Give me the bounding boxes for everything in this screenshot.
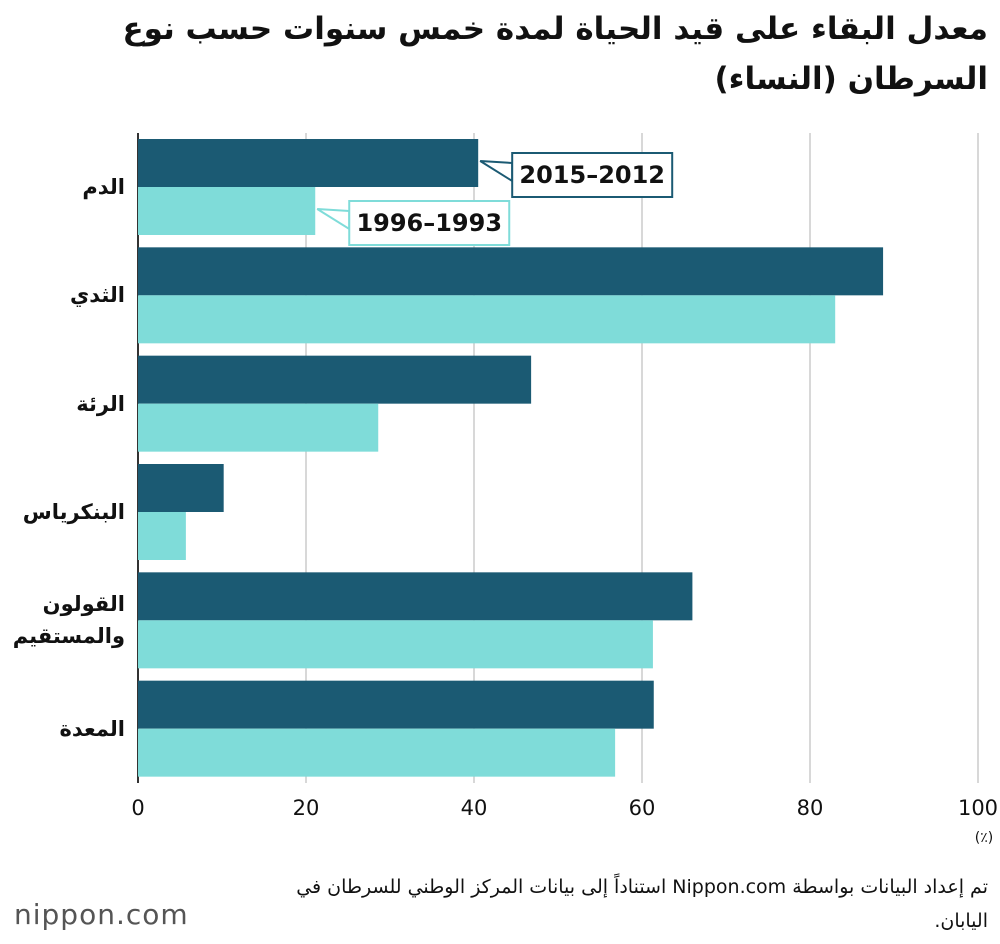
bar	[138, 247, 884, 296]
bar	[138, 403, 379, 452]
legend-label: 2015–2012	[519, 161, 665, 189]
bar	[138, 728, 616, 777]
y-tick-label: الثدي	[69, 283, 125, 308]
bar	[138, 187, 316, 235]
source-note: تم إعداد البيانات بواسطة Nippon.com استن…	[296, 876, 988, 932]
x-tick-label: 80	[797, 796, 824, 820]
legend-box	[348, 200, 511, 246]
bar	[138, 139, 479, 187]
y-tick-label: البنكرياس	[22, 500, 125, 524]
bar	[138, 572, 693, 621]
x-tick-label: 20	[293, 796, 320, 820]
legend-callout	[316, 208, 351, 231]
logo: nippon.com	[14, 898, 189, 931]
x-tick-label: 0	[131, 796, 144, 820]
y-tick-label: القولون والمستقيم	[12, 592, 125, 649]
bar	[138, 680, 654, 729]
x-tick-label: 60	[629, 796, 656, 820]
bar	[138, 464, 224, 512]
bar	[138, 512, 186, 560]
chart-title: معدل البقاء على قيد الحياة لمدة خمس سنوا…	[122, 11, 989, 97]
y-tick-label: المعدة	[59, 716, 125, 741]
legend-box	[511, 152, 674, 198]
bar	[138, 620, 653, 669]
y-tick-label: الدم	[82, 175, 125, 199]
bar	[138, 295, 836, 344]
legend-label: 1996–1993	[356, 209, 502, 237]
x-tick-label: 100	[958, 796, 998, 820]
bar	[138, 355, 532, 404]
legend-callout	[479, 160, 514, 183]
x-unit-label: (٪)	[975, 830, 993, 846]
y-tick-label: الرئة	[76, 391, 125, 416]
x-tick-label: 40	[461, 796, 488, 820]
